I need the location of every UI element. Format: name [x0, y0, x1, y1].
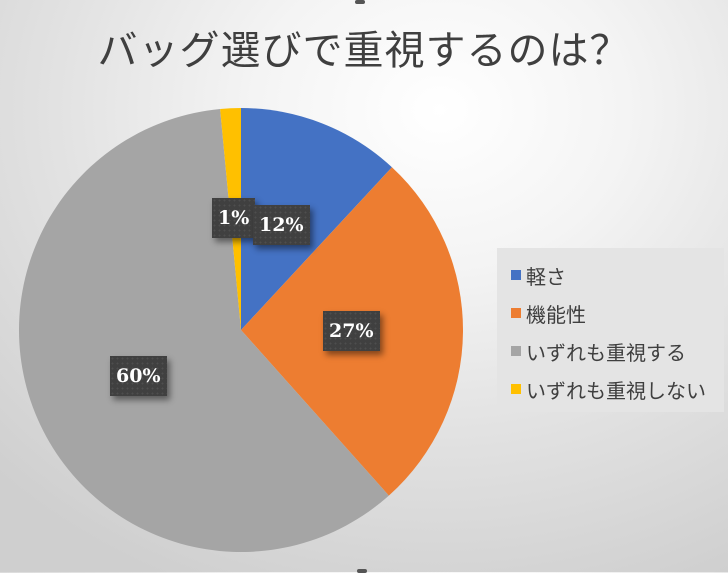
- legend-label: いずれも重視する: [526, 340, 686, 365]
- edge-artifact-top: [355, 0, 365, 4]
- slice-light: [241, 108, 392, 330]
- legend-swatch-yellow-icon: [511, 384, 521, 394]
- data-label-function: 27%: [323, 311, 380, 351]
- legend-item-function: 機能性: [497, 294, 724, 332]
- legend-item-light: 軽さ: [497, 256, 724, 294]
- legend-item-neither: いずれも重視しない: [497, 370, 724, 408]
- slice-both: [18, 108, 389, 553]
- legend-swatch-blue-icon: [511, 270, 521, 280]
- data-label-neither: 1%: [212, 198, 256, 238]
- legend-label: 機能性: [526, 302, 586, 327]
- data-label-light: 12%: [253, 205, 310, 245]
- legend-swatch-orange-icon: [511, 308, 521, 318]
- data-label-both: 60%: [110, 356, 167, 396]
- legend-swatch-gray-icon: [511, 346, 521, 356]
- legend-item-both: いずれも重視する: [497, 332, 724, 370]
- legend: 軽さ 機能性 いずれも重視する いずれも重視しない: [497, 248, 724, 412]
- edge-artifact-bottom: [357, 569, 367, 573]
- chart-title: バッグ選びで重視するのは？: [97, 28, 631, 74]
- legend-label: いずれも重視しない: [526, 378, 706, 403]
- legend-label: 軽さ: [526, 264, 566, 289]
